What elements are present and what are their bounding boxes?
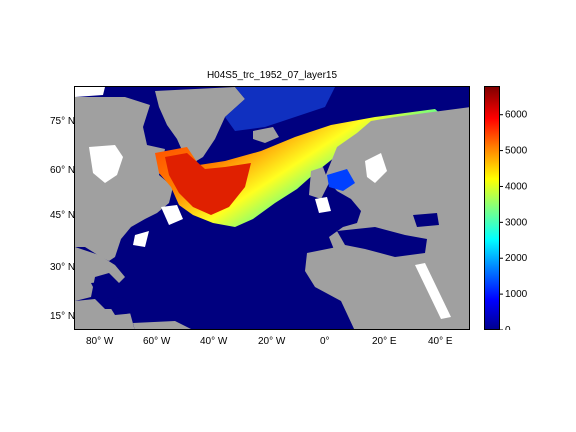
caribbean-sea: [105, 297, 135, 315]
north-america-land: [75, 97, 173, 261]
red-sea: [415, 263, 451, 319]
baltic-sea: [365, 153, 387, 183]
colorbar-tick-label: 2000: [505, 253, 528, 264]
colorbar: [484, 86, 500, 330]
arctic-island-2: [80, 123, 97, 139]
colorbar-tick-label: 0: [505, 325, 511, 330]
british-isles-land: [309, 167, 329, 199]
colorbar-tick-label: 6000: [505, 110, 528, 121]
lat-tick-15: 15° N: [50, 311, 76, 322]
north-sea: [327, 169, 355, 191]
africa-land: [305, 247, 469, 329]
lon-tick-60w: 60° W: [143, 336, 171, 347]
colorbar-tick-label: 3000: [505, 217, 528, 228]
lon-tick-0: 0°: [320, 336, 330, 347]
lon-tick-20e: 20° E: [372, 336, 397, 347]
lat-tick-75: 75° N: [50, 116, 76, 127]
lon-tick-40e: 40° E: [428, 336, 453, 347]
arctic-island-1: [95, 111, 131, 127]
colorbar-ticks: 0 1000 2000 3000 4000 5000 6000: [500, 110, 528, 330]
gulf-coast-land: [75, 247, 125, 301]
lon-tick-40w: 40° W: [200, 336, 228, 347]
lon-tick-20w: 20° W: [258, 336, 286, 347]
tracer-plume-core: [165, 153, 251, 215]
gulf-of-mexico: [91, 281, 115, 299]
central-america-land: [75, 299, 135, 329]
map-title: H04S5_trc_1952_07_layer15: [206, 70, 338, 81]
colorbar-tick-label: 5000: [505, 146, 528, 157]
hudson-bay: [89, 145, 123, 183]
colorbar-tick-label: 1000: [505, 289, 528, 300]
no-data-coastal-1: [161, 205, 183, 225]
colorbar-tick-label: 4000: [505, 181, 528, 192]
mediterranean-sea: [337, 227, 427, 257]
lat-tick-45: 45° N: [50, 210, 76, 221]
lat-tick-60: 60° N: [50, 165, 76, 176]
arctic-ocean-region: [225, 87, 335, 131]
iceland-land: [253, 127, 279, 143]
no-data-coastal-2: [133, 231, 149, 247]
no-data-region: [75, 87, 105, 97]
greenland-land: [155, 87, 245, 163]
map-svg: [75, 87, 469, 329]
black-sea: [413, 213, 439, 227]
lat-tick-30: 30° N: [50, 262, 76, 273]
no-data-coastal-3: [315, 197, 331, 213]
south-america-land: [133, 321, 191, 329]
lon-tick-80w: 80° W: [86, 336, 114, 347]
map-plot-area: [74, 86, 470, 330]
